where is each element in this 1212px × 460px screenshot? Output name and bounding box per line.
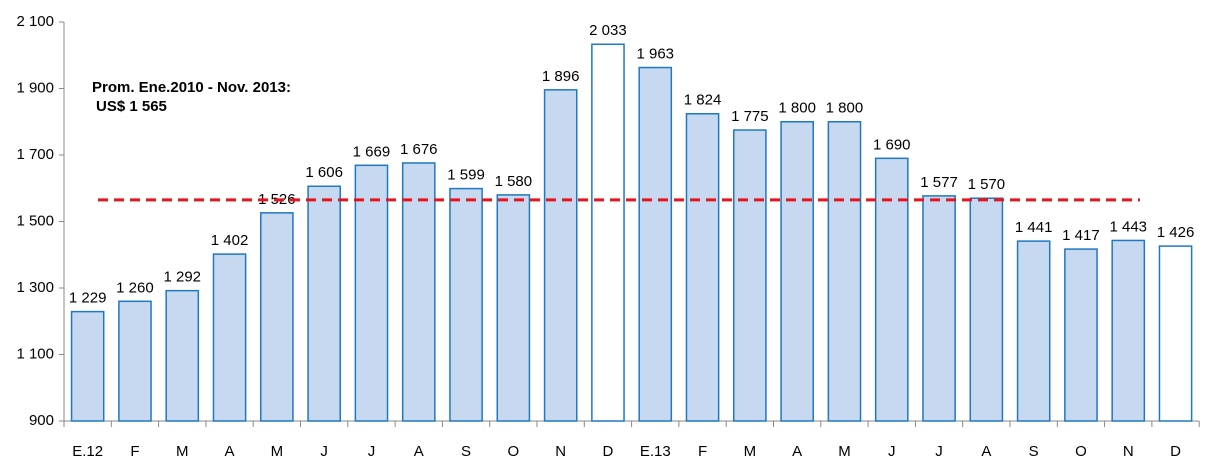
x-tick-label: O — [508, 443, 520, 460]
x-tick-label: D — [1170, 443, 1181, 460]
value-label: 1 580 — [495, 173, 533, 190]
value-label: 1 260 — [116, 279, 154, 296]
y-tick-label: 1 300 — [16, 279, 54, 296]
x-tick-label: M — [744, 443, 757, 460]
bar — [260, 212, 294, 422]
value-label: 1 824 — [684, 92, 722, 109]
x-tick-label: O — [1075, 443, 1087, 460]
value-label: 1 441 — [1015, 219, 1053, 236]
bar — [1064, 248, 1098, 422]
x-tick-label: N — [1123, 443, 1134, 460]
bar — [1158, 245, 1193, 422]
bar — [354, 164, 389, 422]
bar — [543, 89, 578, 422]
bar — [70, 310, 105, 422]
value-label: 1 963 — [636, 46, 674, 63]
x-tick-label: A — [981, 443, 991, 460]
value-label: 1 676 — [400, 141, 438, 158]
value-label: 1 426 — [1157, 224, 1195, 241]
x-tick-label: M — [838, 443, 851, 460]
value-label: 1 599 — [447, 167, 485, 184]
value-label: 1 229 — [69, 290, 107, 307]
value-label: 1 402 — [211, 232, 249, 249]
bar — [1111, 239, 1146, 422]
bar — [118, 300, 152, 422]
value-label: 1 443 — [1109, 218, 1147, 235]
bar — [449, 187, 483, 422]
bar — [780, 121, 814, 422]
x-tick-label: J — [888, 443, 896, 460]
value-label: 1 606 — [305, 164, 343, 181]
y-tick-label: 1 100 — [16, 345, 54, 362]
x-tick-label: F — [698, 443, 707, 460]
value-label: 1 775 — [731, 108, 769, 125]
y-tick-label: 2 100 — [16, 13, 54, 30]
x-tick-label: S — [1029, 443, 1039, 460]
bar — [733, 129, 767, 422]
value-label: 1 577 — [920, 174, 958, 191]
x-tick-label: F — [130, 443, 139, 460]
value-label: 2 033 — [589, 22, 627, 39]
x-tick-label: D — [603, 443, 614, 460]
bar — [212, 253, 247, 422]
bar — [874, 157, 909, 422]
annotation: Prom. Ene.2010 - Nov. 2013: — [92, 79, 291, 96]
bar — [685, 113, 720, 422]
value-label: 1 896 — [542, 68, 580, 85]
x-tick-label: E.12 — [72, 443, 103, 460]
bar — [1016, 240, 1051, 422]
y-tick-label: 1 700 — [16, 146, 54, 163]
x-tick-label: A — [414, 443, 424, 460]
x-tick-label: A — [225, 443, 235, 460]
bar — [496, 194, 531, 422]
x-tick-label: E.13 — [640, 443, 671, 460]
value-label: 1 669 — [353, 143, 391, 160]
bar — [307, 185, 341, 422]
bar — [969, 197, 1004, 422]
x-tick-label: A — [792, 443, 802, 460]
value-label: 1 417 — [1062, 227, 1100, 244]
x-tick-label: S — [461, 443, 471, 460]
x-tick-label: J — [320, 443, 328, 460]
value-label: 1 800 — [826, 100, 864, 117]
y-tick-label: 1 900 — [16, 79, 54, 96]
value-label: 1 800 — [778, 100, 816, 117]
y-tick-label: 900 — [29, 412, 54, 429]
x-tick-label: J — [368, 443, 376, 460]
value-label: 1 292 — [163, 269, 201, 286]
x-tick-label: N — [555, 443, 566, 460]
bar — [591, 43, 625, 422]
annotation: US$ 1 565 — [96, 98, 167, 115]
bar — [922, 195, 956, 422]
bar — [827, 121, 862, 422]
bar — [165, 289, 200, 422]
value-label: 1 690 — [873, 136, 911, 153]
bar — [638, 66, 673, 422]
bar — [401, 162, 436, 422]
x-tick-label: J — [935, 443, 943, 460]
y-tick-label: 1 500 — [16, 212, 54, 229]
value-label: 1 570 — [968, 176, 1006, 193]
x-tick-label: M — [271, 443, 284, 460]
x-tick-label: M — [176, 443, 189, 460]
